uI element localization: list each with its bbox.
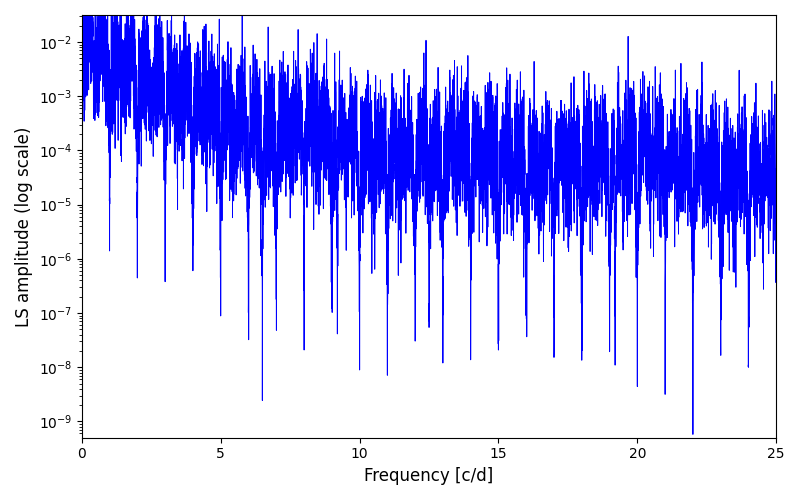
- X-axis label: Frequency [c/d]: Frequency [c/d]: [364, 467, 494, 485]
- Y-axis label: LS amplitude (log scale): LS amplitude (log scale): [15, 126, 33, 326]
